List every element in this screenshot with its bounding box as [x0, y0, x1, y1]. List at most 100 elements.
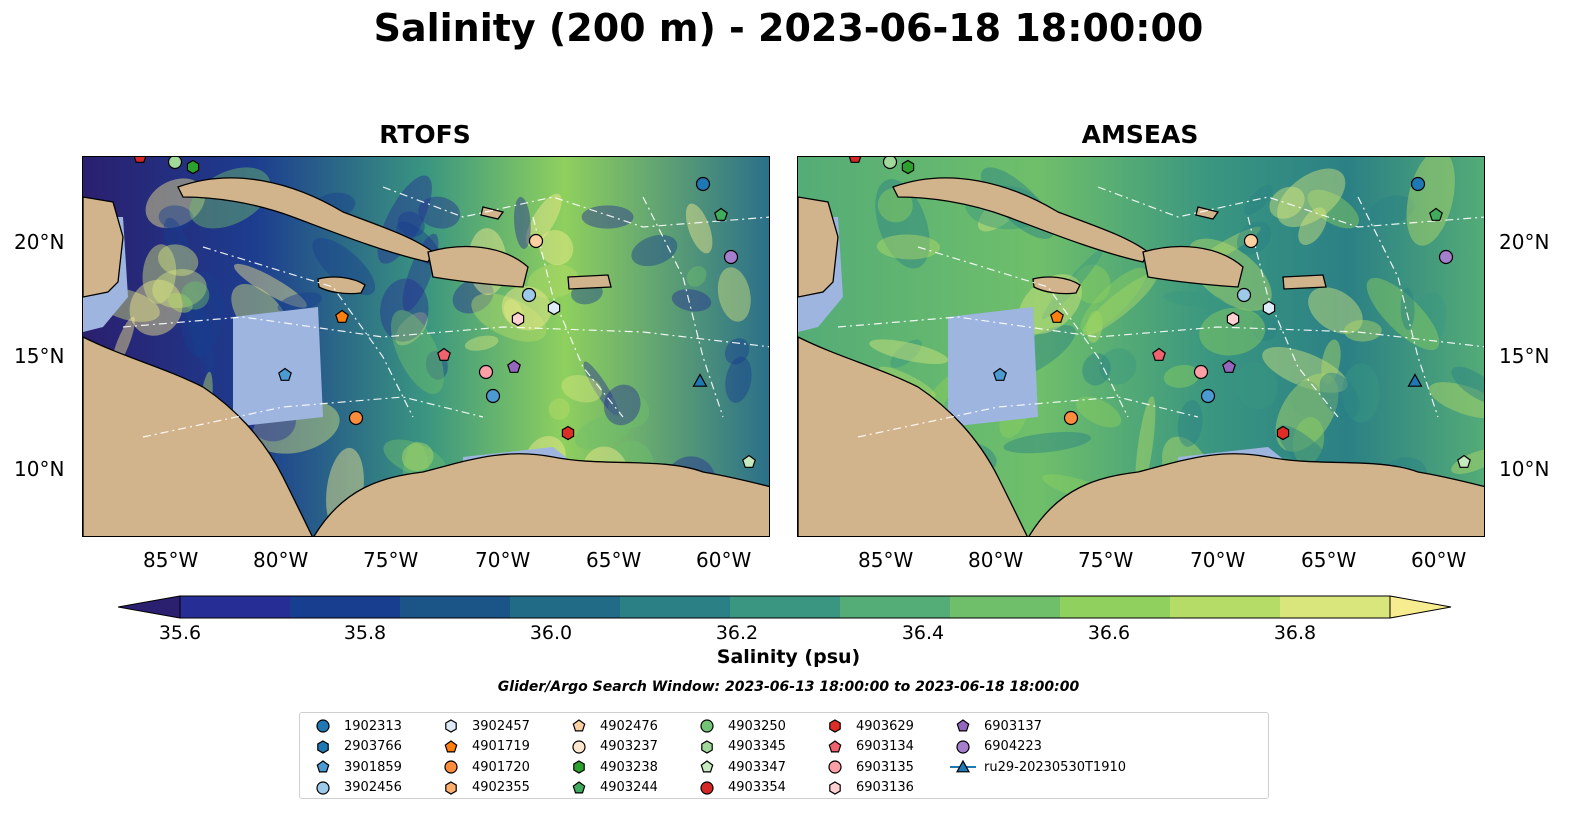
- lat-label-20n: 20°N: [1499, 230, 1550, 254]
- legend: 1902313 2903766 3901859 3902456 3902457 49017…: [299, 712, 1269, 799]
- float-marker: [1050, 309, 1064, 323]
- legend-entry: 2903766: [310, 739, 402, 755]
- salinity-swirl: [876, 234, 941, 260]
- legend-entry: 4903629: [822, 718, 914, 734]
- legend-marker: [828, 760, 842, 774]
- salinity-swirl: [1003, 431, 1091, 454]
- colorbar-tick: 36.4: [901, 622, 945, 644]
- salinity-swirl: [1308, 287, 1363, 334]
- lon-label-85w: 85°W: [143, 548, 199, 572]
- legend-marker: [956, 739, 970, 754]
- salinity-swirl: [608, 391, 650, 428]
- legend-label: 1902313: [344, 718, 402, 734]
- salinity-swirl: [869, 339, 949, 365]
- colorbar-segment: [510, 596, 621, 618]
- salinity-swirl: [1135, 396, 1156, 495]
- lat-label-15n: 15°N: [14, 344, 65, 368]
- map-canvas: [83, 157, 769, 536]
- map-panel-rtofs: [82, 156, 770, 537]
- lat-label-20n: 20°N: [14, 230, 65, 254]
- float-marker: [437, 347, 451, 361]
- legend-entry: 6903134: [822, 739, 914, 755]
- float-marker: [1222, 359, 1236, 373]
- jamaica-landmass: [1032, 276, 1081, 295]
- salinity-swirl: [717, 267, 751, 322]
- legend-entry: 6904223: [950, 739, 1042, 755]
- float-marker: [133, 157, 147, 163]
- salinity-swirl: [1099, 348, 1137, 385]
- salinity-swirl: [380, 278, 429, 342]
- salinity-swirl: [1075, 396, 1122, 428]
- legend-label: 4903345: [728, 739, 786, 754]
- float-marker: [1410, 176, 1426, 192]
- salinity-swirl: [1366, 277, 1440, 351]
- south-america-landmass: [1028, 453, 1484, 536]
- salinity-swirl: [1307, 189, 1360, 229]
- central-america-landmass: [798, 336, 1028, 536]
- eez-boundary: [642, 196, 724, 418]
- legend-marker: [573, 760, 585, 774]
- legend-label: 6903134: [856, 739, 914, 754]
- lon-label-75w: 75°W: [363, 548, 419, 572]
- salinity-swirl: [1244, 184, 1273, 216]
- salinity-swirl: [574, 414, 632, 450]
- colorbar-segment: [620, 596, 731, 618]
- legend-entry: 3902456: [310, 780, 402, 796]
- legend-marker: [828, 739, 842, 752]
- float-marker: [528, 233, 544, 249]
- salinity-swirl: [631, 234, 678, 267]
- float-marker: [882, 157, 898, 170]
- legend-marker: [700, 780, 714, 795]
- float-marker: [348, 410, 364, 426]
- legend-label: 6903136: [856, 780, 914, 795]
- eez-boundary: [532, 216, 624, 418]
- salinity-swirl: [525, 193, 562, 247]
- puerto-rico-landmass: [567, 274, 612, 290]
- colorbar-tick: 35.6: [158, 622, 202, 644]
- float-marker: [485, 388, 501, 404]
- legend-label: 3902456: [344, 780, 402, 795]
- salinity-swirl: [181, 271, 224, 357]
- salinity-swirl: [890, 339, 922, 368]
- hispaniola-landmass: [1142, 245, 1244, 288]
- salinity-swirl: [1342, 363, 1380, 423]
- salinity-swirl: [1074, 264, 1111, 304]
- salinity-swirl: [397, 211, 425, 237]
- float-marker: [561, 425, 575, 441]
- salinity-swirl: [1290, 380, 1322, 416]
- colorbar-tick: 36.6: [1087, 622, 1131, 644]
- legend-label: 4901719: [472, 739, 530, 754]
- float-marker: [723, 249, 739, 265]
- colorbar-extend-min: [117, 595, 181, 619]
- float-marker: [335, 309, 349, 323]
- legend-label: 4903244: [600, 780, 658, 795]
- legend-marker: [317, 739, 329, 754]
- legend-marker: [316, 760, 330, 773]
- salinity-swirl: [1269, 186, 1305, 219]
- legend-marker: [445, 719, 457, 733]
- salinity-swirl: [1407, 292, 1447, 352]
- colorbar-tick: 35.8: [343, 622, 387, 644]
- eez-boundary: [1247, 216, 1339, 418]
- yucatan-landmass: [83, 196, 124, 298]
- salinity-swirl: [686, 266, 707, 287]
- salinity-swirl: [1319, 372, 1360, 419]
- search-window-caption: Glider/Argo Search Window: 2023-06-13 18…: [497, 679, 1080, 695]
- salinity-swirl: [1343, 319, 1382, 342]
- salinity-swirl: [163, 217, 192, 275]
- lon-label-60w: 60°W: [1411, 548, 1467, 572]
- legend-label: 4903347: [728, 759, 786, 775]
- salinity-swirl: [157, 244, 199, 276]
- legend-marker: [700, 719, 714, 733]
- colorbar-segment: [180, 596, 291, 618]
- salinity-swirl: [1251, 314, 1278, 341]
- colorbar-segment: [1280, 596, 1391, 618]
- lon-label-70w: 70°W: [475, 548, 531, 572]
- salinity-swirl: [514, 196, 531, 249]
- salinity-swirl: [1368, 195, 1415, 225]
- salinity-swirl: [383, 439, 447, 478]
- legend-label: 4903237: [600, 739, 658, 754]
- lon-label-80w: 80°W: [968, 548, 1024, 572]
- float-marker: [547, 300, 561, 316]
- legend-marker: [701, 739, 713, 754]
